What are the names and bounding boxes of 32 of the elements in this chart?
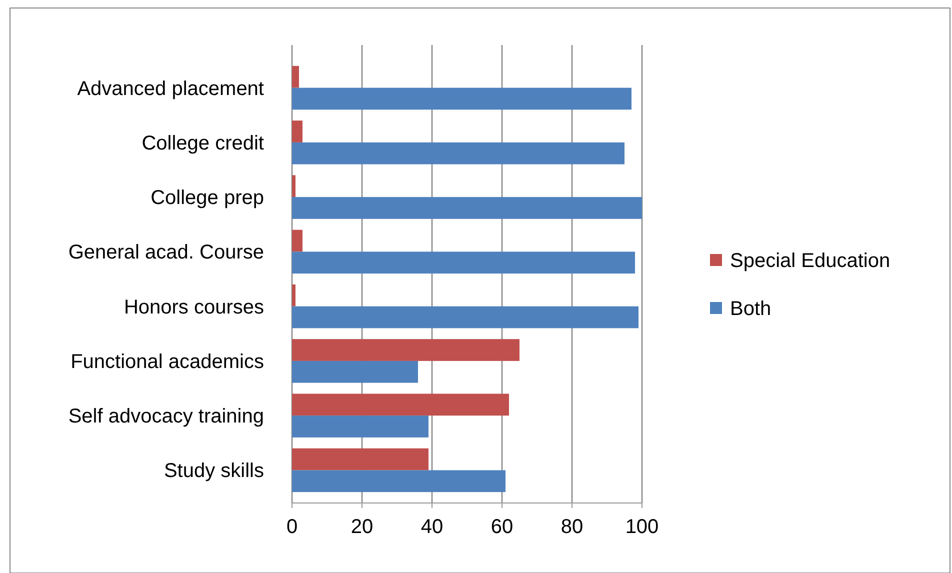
bar — [292, 66, 299, 88]
legend-label: Both — [730, 298, 772, 320]
bar — [292, 448, 428, 470]
y-tick-label: Functional academics — [70, 350, 264, 373]
bar — [292, 394, 509, 416]
bar — [292, 339, 520, 361]
bar — [292, 306, 638, 328]
y-tick-label: General acad. Course — [68, 242, 264, 264]
bar — [292, 252, 635, 274]
bar — [292, 175, 296, 198]
bar — [292, 142, 624, 164]
bar — [292, 120, 302, 142]
bar — [292, 360, 418, 383]
bar — [292, 197, 642, 219]
y-tick-label: College prep — [150, 187, 264, 210]
y-tick-label: College credit — [142, 132, 264, 154]
x-tick-label: 20 — [350, 516, 374, 538]
y-tick-label: Self advocacy training — [68, 406, 264, 428]
x-tick-label: 0 — [286, 516, 298, 538]
y-tick-label: Honors courses — [124, 296, 264, 318]
bar — [292, 416, 428, 438]
x-tick-label: 80 — [560, 516, 584, 538]
x-tick-label: 60 — [490, 516, 514, 538]
bar — [292, 88, 632, 110]
bar — [292, 230, 302, 252]
x-tick-label: 100 — [625, 516, 659, 538]
x-tick-label: 40 — [420, 516, 444, 538]
y-tick-label: Advanced placement — [77, 78, 264, 100]
bar — [292, 284, 296, 306]
legend-label: Special Education — [730, 250, 890, 272]
y-tick-label: Study skills — [164, 460, 264, 482]
bar — [292, 470, 506, 492]
